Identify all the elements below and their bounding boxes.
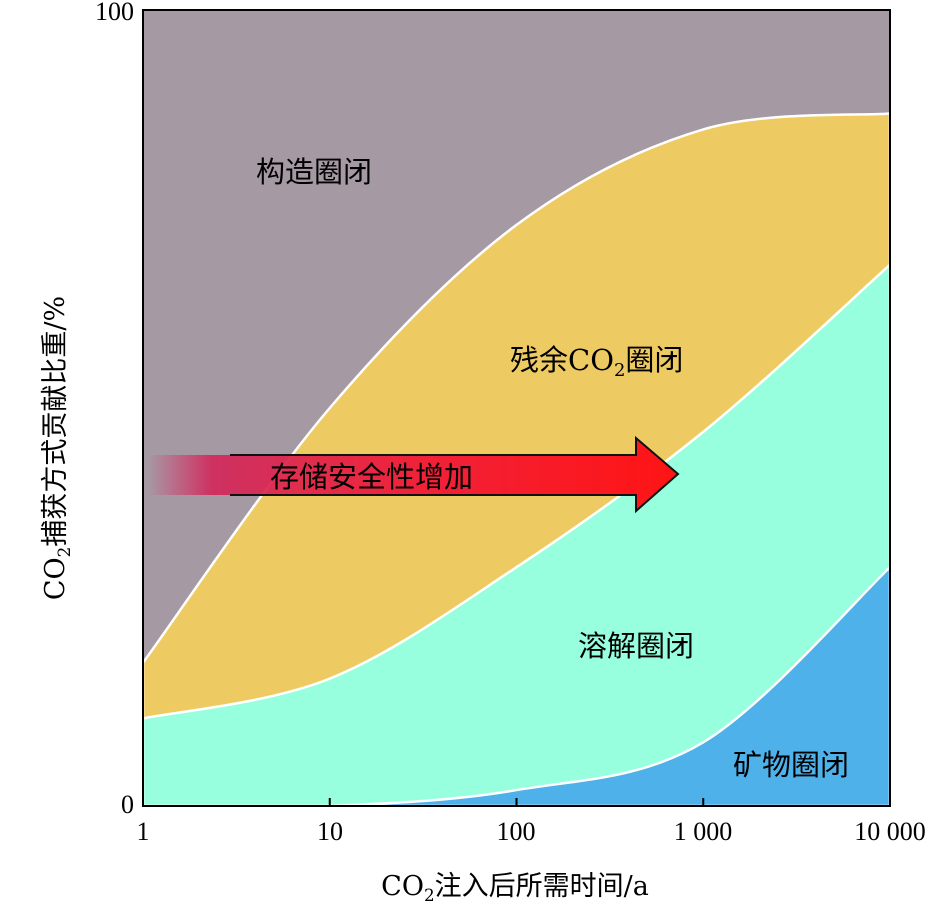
security-arrow bbox=[148, 438, 678, 511]
dissolution-trapping-area bbox=[141, 261, 892, 808]
x-axis-title: CO2注入后所需时间/a bbox=[381, 871, 649, 905]
x-tick-label-1: 1 bbox=[137, 817, 150, 846]
dissolution-trapping-label: 溶解圈闭 bbox=[578, 629, 694, 663]
y-axis-title: CO2捕获方式贡献比重/% bbox=[40, 296, 74, 600]
x-axis-ticks bbox=[142, 798, 891, 806]
x-tick-label-10000: 10 000 bbox=[854, 817, 926, 846]
mineral-trapping-label: 矿物圈闭 bbox=[733, 748, 849, 782]
y-tick-label-0: 0 bbox=[121, 790, 134, 819]
x-tick-label-100: 100 bbox=[497, 817, 536, 846]
y-tick-label-100: 100 bbox=[95, 0, 134, 26]
x-tick-label-10: 10 bbox=[317, 817, 343, 846]
mineral-trapping-area bbox=[142, 564, 892, 809]
security-arrow-label: 存储安全性增加 bbox=[270, 460, 473, 494]
residual-trapping-label: 残余CO2圈闭 bbox=[510, 343, 683, 381]
security-arrow-outline bbox=[230, 435, 680, 514]
structural-trapping-label: 构造圈闭 bbox=[256, 155, 372, 189]
plot-areas bbox=[141, 10, 892, 809]
x-tick-label-1000: 1 000 bbox=[674, 817, 733, 846]
